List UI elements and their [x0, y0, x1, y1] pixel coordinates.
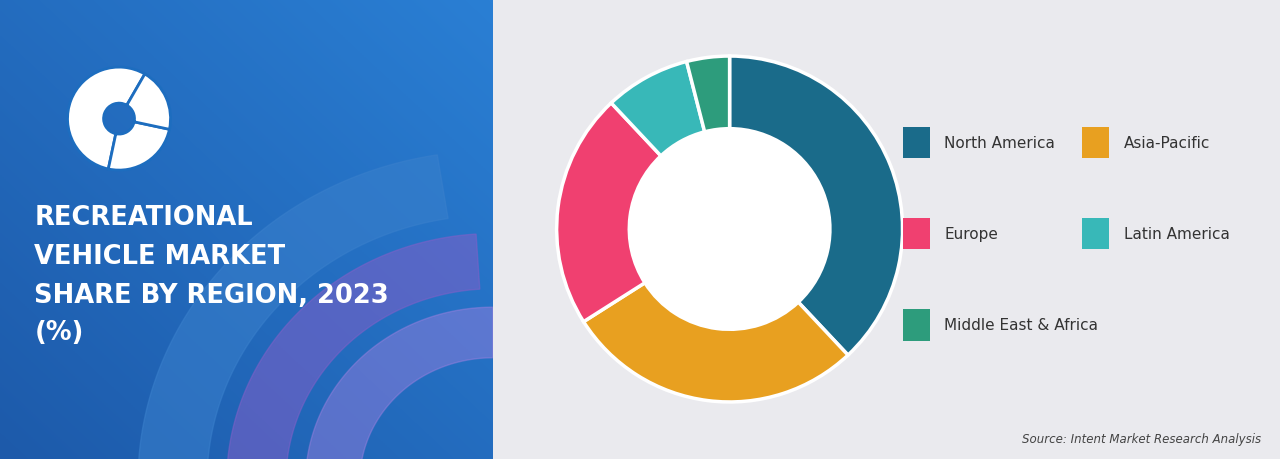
- Bar: [904, 309, 931, 341]
- Text: VEHICLE MARKET: VEHICLE MARKET: [35, 243, 285, 269]
- Wedge shape: [584, 283, 847, 402]
- Text: SHARE BY REGION, 2023: SHARE BY REGION, 2023: [35, 282, 389, 308]
- Text: Asia-Pacific: Asia-Pacific: [1124, 135, 1210, 151]
- Circle shape: [630, 129, 829, 330]
- Text: Source: Intent Market Research Analysis: Source: Intent Market Research Analysis: [1021, 432, 1261, 445]
- Text: RECREATIONAL: RECREATIONAL: [35, 204, 253, 230]
- Wedge shape: [557, 104, 660, 322]
- Polygon shape: [227, 235, 480, 459]
- Text: North America: North America: [945, 135, 1055, 151]
- Wedge shape: [68, 68, 145, 170]
- Bar: [1083, 218, 1110, 250]
- Bar: [904, 218, 931, 250]
- Wedge shape: [686, 57, 730, 133]
- Wedge shape: [127, 75, 170, 130]
- Polygon shape: [138, 156, 448, 459]
- Bar: [904, 127, 931, 159]
- Text: Europe: Europe: [945, 227, 998, 241]
- Wedge shape: [730, 57, 902, 355]
- Polygon shape: [306, 308, 493, 459]
- Text: Latin America: Latin America: [1124, 227, 1230, 241]
- Wedge shape: [612, 62, 705, 157]
- Wedge shape: [109, 123, 169, 171]
- Bar: [1083, 127, 1110, 159]
- Text: Middle East & Africa: Middle East & Africa: [945, 318, 1098, 333]
- Text: (%): (%): [35, 319, 84, 345]
